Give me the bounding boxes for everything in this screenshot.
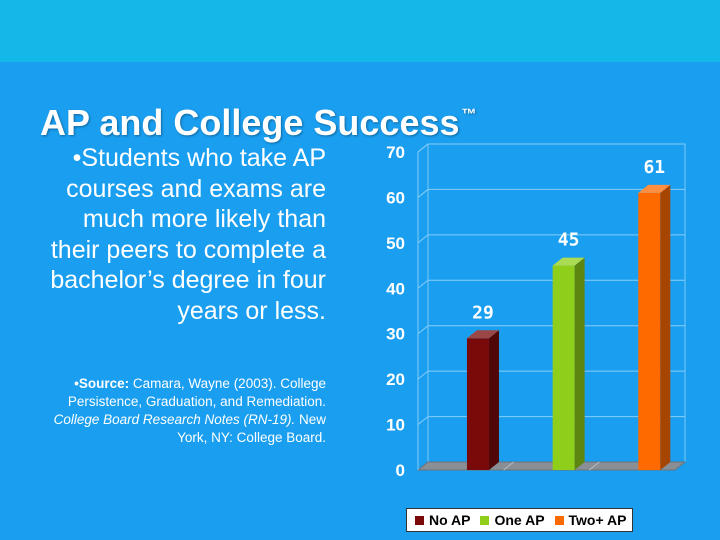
source-text-1: Camara, Wayne (2003). College Persistenc… bbox=[67, 376, 326, 409]
data-label-0: 29 bbox=[472, 302, 494, 323]
bar-top-2 bbox=[638, 184, 671, 193]
gridline-1 bbox=[417, 416, 685, 425]
category-divider-2 bbox=[589, 461, 600, 471]
gridline-3 bbox=[417, 325, 685, 335]
legend-item-1: One AP bbox=[480, 512, 545, 528]
y-tick-label-6: 60 bbox=[386, 188, 405, 207]
y-tick-label-7: 70 bbox=[386, 143, 405, 162]
trademark-mark: ™ bbox=[461, 106, 477, 123]
legend-item-2: Two+ AP bbox=[554, 512, 627, 528]
legend-swatch-2 bbox=[554, 515, 564, 525]
source-citation: •Source: Camara, Wayne (2003). College P… bbox=[36, 375, 326, 447]
gridline-5 bbox=[417, 234, 685, 244]
y-tick-label-1: 10 bbox=[386, 416, 405, 435]
source-italic: College Board Research Notes (RN-19). bbox=[53, 412, 296, 427]
legend-label-2: Two+ AP bbox=[568, 512, 627, 528]
left-wall-top-edge bbox=[417, 143, 429, 153]
gridline-6 bbox=[417, 188, 685, 198]
bar-top-1 bbox=[552, 257, 585, 266]
bar-side-2 bbox=[660, 184, 671, 470]
chart-legend: No AP One AP Two+ AP bbox=[406, 508, 634, 532]
data-label-1: 45 bbox=[558, 230, 580, 251]
bar-side-1 bbox=[574, 257, 585, 470]
bar-front-0 bbox=[466, 338, 489, 470]
bar-side-0 bbox=[488, 330, 499, 470]
bar-top-0 bbox=[466, 330, 499, 339]
bullet-text: •Students who take AP courses and exams … bbox=[50, 144, 326, 325]
gridline-2 bbox=[417, 370, 685, 380]
bar-front-2 bbox=[638, 192, 661, 470]
y-tick-label-5: 50 bbox=[386, 234, 405, 253]
source-label: •Source: bbox=[74, 376, 130, 391]
data-label-2: 61 bbox=[643, 157, 665, 178]
legend-swatch-1 bbox=[480, 515, 490, 525]
gridline-4 bbox=[417, 279, 685, 289]
source-text-2: New York, NY: College Board. bbox=[177, 412, 326, 445]
slide-title-text: AP and College Success bbox=[40, 102, 460, 143]
y-tick-label-2: 20 bbox=[386, 370, 405, 389]
legend-swatch-0 bbox=[415, 515, 424, 525]
bar-front-1 bbox=[552, 265, 575, 470]
category-divider-1 bbox=[503, 461, 514, 471]
slide-title: AP and College Success ™ bbox=[40, 102, 477, 144]
legend-label-1: One AP bbox=[494, 512, 545, 528]
y-tick-label-3: 30 bbox=[386, 325, 405, 344]
legend-item-0: No AP bbox=[415, 512, 470, 528]
y-tick-label-4: 40 bbox=[386, 279, 405, 298]
legend-label-0: No AP bbox=[429, 512, 471, 528]
top-band bbox=[0, 0, 720, 62]
y-tick-label-0: 0 bbox=[396, 461, 405, 480]
